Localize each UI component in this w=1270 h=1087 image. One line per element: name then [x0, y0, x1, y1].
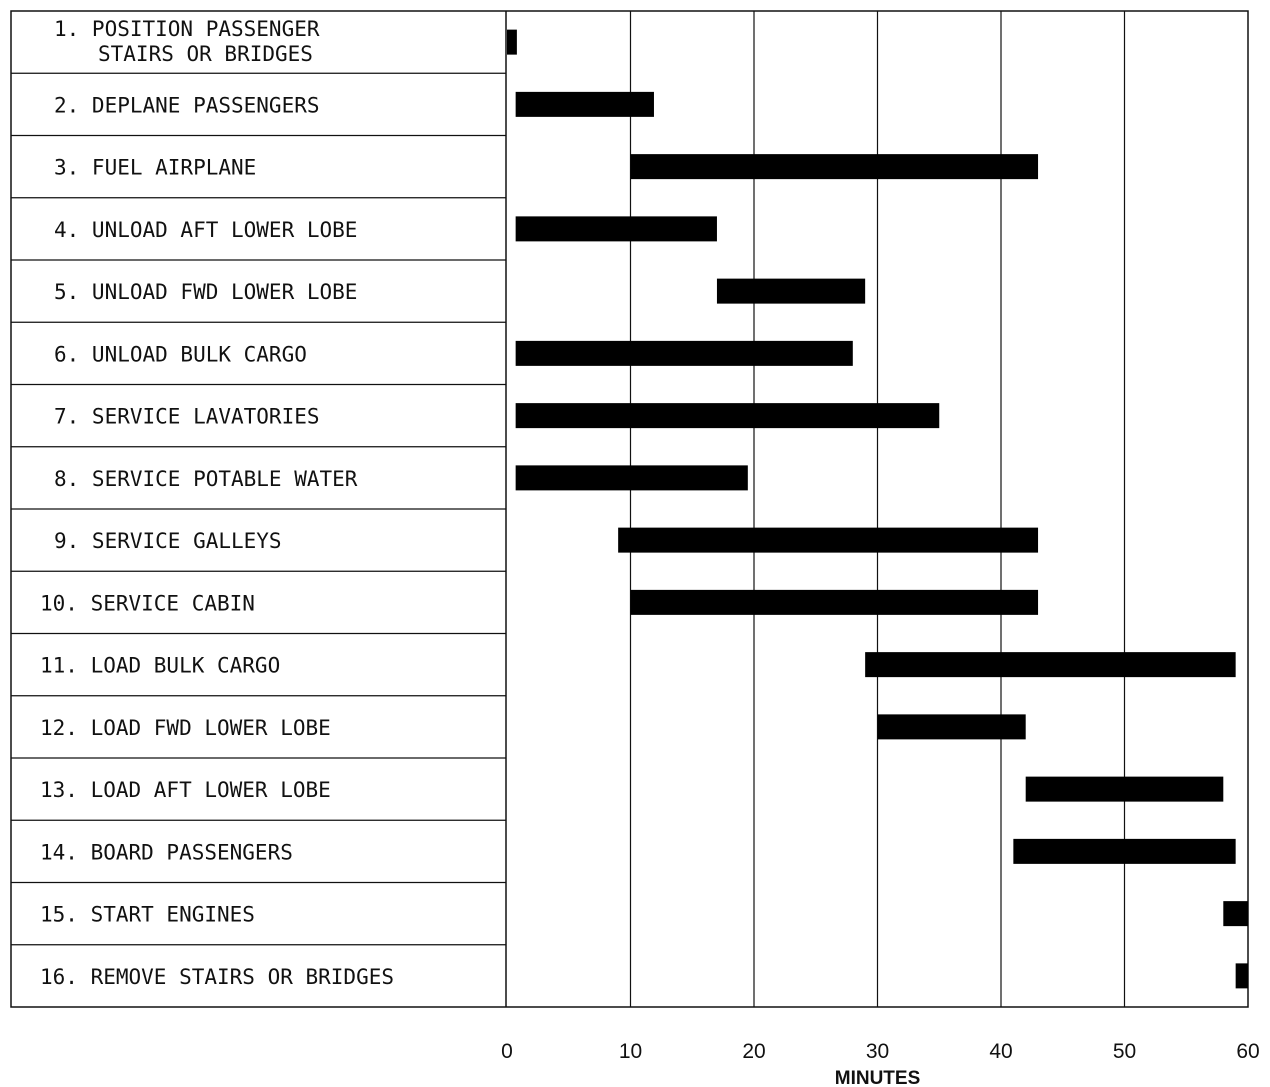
task-label: 14. BOARD PASSENGERS: [40, 840, 293, 864]
x-tick-label: 40: [989, 1040, 1012, 1063]
task-label: 16. REMOVE STAIRS OR BRIDGES: [40, 965, 394, 989]
task-label: 6. UNLOAD BULK CARGO: [54, 342, 307, 366]
x-axis-title: MINUTES: [835, 1068, 921, 1087]
task-label: 3. FUEL AIRPLANE: [54, 156, 256, 180]
task-label: 4. UNLOAD AFT LOWER LOBE: [54, 218, 357, 242]
x-tick-label: 0: [501, 1040, 513, 1063]
task-bar: [630, 154, 1039, 180]
task-label: 5. UNLOAD FWD LOWER LOBE: [54, 280, 357, 304]
x-tick-label: 60: [1236, 1040, 1259, 1063]
task-bar: [630, 589, 1039, 615]
task-label: 9. SERVICE GALLEYS: [54, 529, 282, 553]
task-bar: [716, 278, 866, 304]
task-bar: [1025, 776, 1224, 802]
task-label: 13. LOAD AFT LOWER LOBE: [40, 778, 331, 802]
x-tick-label: 50: [1113, 1040, 1136, 1063]
task-bar: [1235, 963, 1248, 989]
task-bar: [515, 465, 748, 491]
task-bar: [618, 527, 1039, 553]
task-bar: [865, 652, 1236, 678]
task-label: 1. POSITION PASSENGER: [54, 17, 320, 41]
task-label: 10. SERVICE CABIN: [40, 591, 255, 615]
task-label: 12. LOAD FWD LOWER LOBE: [40, 716, 331, 740]
task-bar: [1013, 838, 1236, 864]
task-label: 2. DEPLANE PASSENGERS: [54, 93, 320, 117]
task-bar: [515, 340, 853, 366]
x-tick-label: 30: [866, 1040, 889, 1063]
task-bar: [515, 216, 717, 242]
task-label: 11. LOAD BULK CARGO: [40, 654, 280, 678]
task-bar: [877, 714, 1026, 740]
task-bar: [507, 29, 517, 55]
task-label: 7. SERVICE LAVATORIES: [54, 405, 320, 429]
x-tick-label: 20: [742, 1040, 765, 1063]
task-label: 15. START ENGINES: [40, 903, 255, 927]
task-bar: [515, 403, 940, 429]
task-label: 8. SERVICE POTABLE WATER: [54, 467, 358, 491]
task-bar: [515, 91, 654, 117]
task-bar: [1223, 901, 1248, 927]
task-label-continued: STAIRS OR BRIDGES: [98, 42, 313, 66]
x-tick-label: 10: [619, 1040, 642, 1063]
row-dividers: [11, 72, 506, 946]
x-tick-labels: 0 10 20 30 40 50 60: [501, 1040, 1260, 1063]
task-bars: [507, 29, 1248, 989]
